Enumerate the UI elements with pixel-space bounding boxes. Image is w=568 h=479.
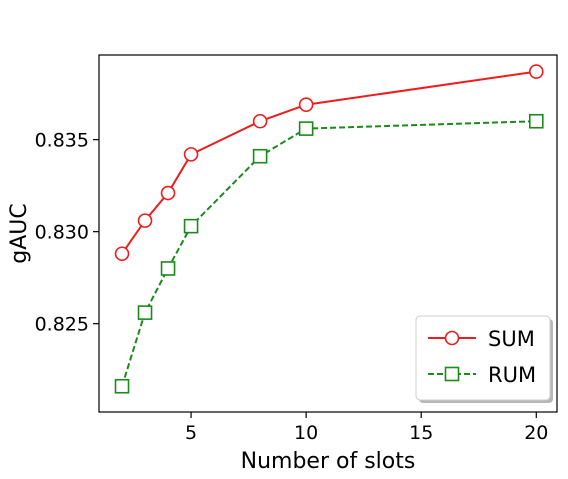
data-point-rum — [298, 121, 314, 136]
data-point-sum — [528, 64, 544, 79]
y-tick-label: 0.835 — [35, 130, 89, 152]
legend: SUM RUM — [415, 315, 553, 403]
series-rum — [114, 113, 544, 394]
data-point-rum — [183, 218, 199, 234]
series-sum — [114, 64, 544, 262]
plot-frame — [98, 54, 558, 413]
data-point-sum — [298, 97, 314, 112]
data-point-sum — [137, 213, 153, 228]
legend-label-rum: RUM — [488, 363, 536, 387]
y-tick-label: 0.825 — [35, 314, 89, 336]
x-tick-label: 20 — [524, 422, 548, 444]
x-tick-label: 5 — [185, 422, 197, 444]
legend-marker-rum — [444, 366, 460, 382]
data-point-rum — [114, 378, 130, 394]
data-point-rum — [528, 113, 544, 129]
axis-ticks: 5 10 15 20 0.825 0.830 0.835 — [35, 130, 549, 444]
data-point-sum — [114, 246, 130, 262]
data-point-sum — [160, 185, 176, 201]
data-point-rum — [252, 148, 268, 164]
legend-marker-sum — [444, 330, 460, 346]
x-axis-title: Number of slots — [241, 449, 416, 474]
series-group — [114, 64, 544, 394]
data-point-sum — [183, 147, 199, 162]
data-point-rum — [137, 305, 153, 320]
y-axis-title: gAUC — [7, 203, 32, 263]
data-point-rum — [160, 261, 176, 276]
x-tick-label: 10 — [294, 422, 318, 444]
y-tick-label: 0.830 — [35, 222, 89, 244]
x-tick-label: 15 — [409, 422, 433, 444]
data-point-sum — [252, 113, 268, 129]
legend-label-sum: SUM — [488, 327, 535, 351]
